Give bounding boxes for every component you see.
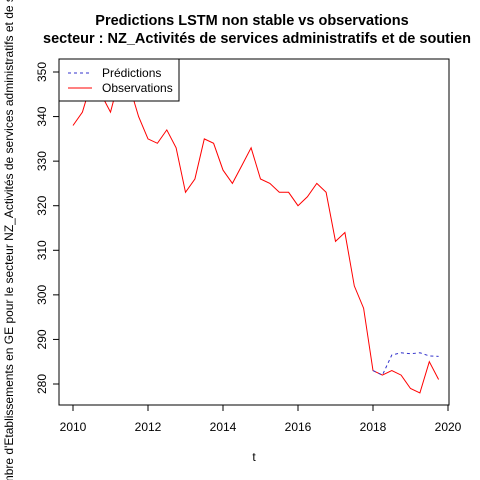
series-layer [72,75,440,394]
legend-box [58,58,180,102]
series-line-observations [72,75,440,394]
y-axis: 280 290 300 310 320 330 340 350 [35,62,59,394]
x-tick-label: 2010 [60,420,87,434]
y-tick-label: 350 [35,62,49,82]
y-tick-label: 340 [35,106,49,126]
chart-subtitle: secteur : NZ_Activités de services admin… [43,31,471,47]
legend-label-observations: Observations [102,81,173,95]
y-tick-label: 320 [35,195,49,215]
x-tick-label: 2014 [210,420,237,434]
chart-title: Predictions LSTM non stable vs observati… [95,13,408,29]
plot-frame [58,58,450,406]
legend-label-predictions: Prédictions [102,66,161,80]
x-tick-label: 2018 [360,420,387,434]
y-tick-label: 330 [35,151,49,171]
y-axis-label: Nombre d'Etablissements en GE pour le se… [2,0,16,480]
y-tick-label: 290 [35,329,49,349]
x-tick-label: 2016 [285,420,312,434]
y-tick-label: 310 [35,240,49,260]
series-line-predictions [372,352,439,376]
x-tick-label: 2012 [135,420,162,434]
y-tick-label: 280 [35,374,49,394]
x-tick-label: 2020 [435,420,462,434]
x-axis: 2010 2012 2014 2016 2018 2020 [60,405,462,434]
y-tick-label: 300 [35,285,49,305]
x-axis-label: t [252,450,256,464]
legend: Prédictions Observations [58,58,180,102]
